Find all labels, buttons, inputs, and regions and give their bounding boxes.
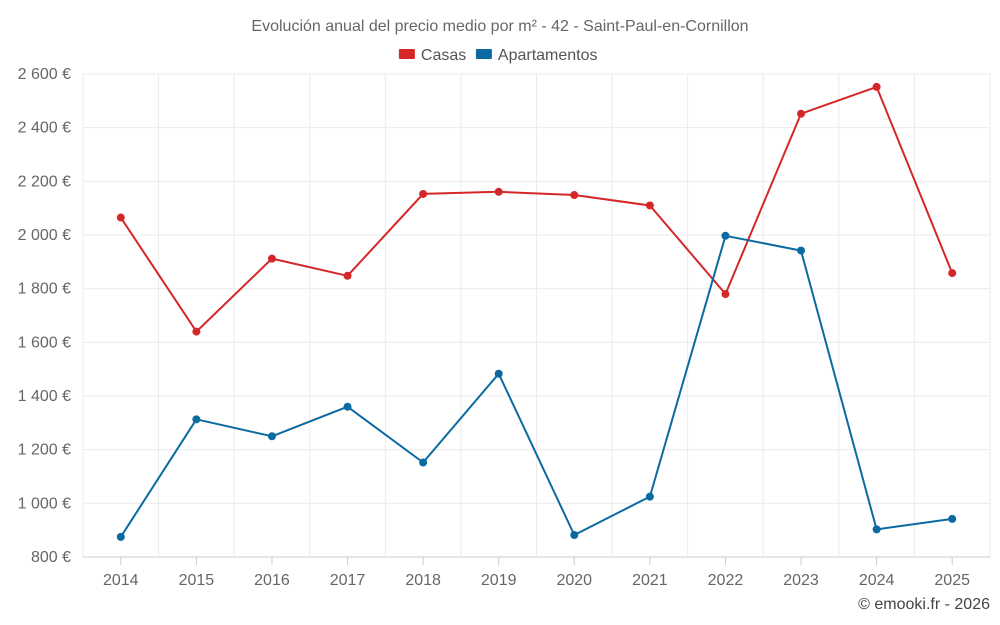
y-tick-label: 2 600 € xyxy=(18,66,71,83)
series-line-apartamentos xyxy=(119,234,953,538)
y-tick-label: 1 200 € xyxy=(18,442,71,459)
y-tick-label: 1 000 € xyxy=(18,495,71,512)
legend: Casas Apartamentos xyxy=(398,47,598,64)
legend-item-apartamentos[interactable]: Apartamentos xyxy=(475,47,598,64)
x-tick-label: 2022 xyxy=(708,572,744,589)
y-tick-label: 2 000 € xyxy=(18,227,71,244)
legend-item-casas[interactable]: Casas xyxy=(398,47,466,64)
legend-swatch xyxy=(398,49,415,59)
data-point[interactable] xyxy=(645,201,654,210)
series-apartamentos xyxy=(116,231,957,541)
data-point[interactable] xyxy=(494,369,503,378)
data-point[interactable] xyxy=(872,525,881,534)
data-point[interactable] xyxy=(570,191,579,200)
data-point[interactable] xyxy=(645,492,654,501)
x-tick-label: 2023 xyxy=(783,572,819,589)
legend-label: Casas xyxy=(421,47,466,64)
series-casas xyxy=(116,82,957,336)
y-axis: 800 € 1 000 € 1 200 € 1 400 € 1 600 € 1 800 €… xyxy=(18,66,71,566)
data-point[interactable] xyxy=(948,269,957,278)
x-tick-label: 2021 xyxy=(632,572,668,589)
x-tick-label: 2020 xyxy=(556,572,592,589)
y-tick-label: 2 200 € xyxy=(18,173,71,190)
data-point[interactable] xyxy=(116,213,125,222)
data-point[interactable] xyxy=(419,458,428,467)
series-line-casas xyxy=(119,85,954,333)
data-point[interactable] xyxy=(948,514,957,523)
data-point[interactable] xyxy=(872,82,881,91)
y-tick-label: 2 400 € xyxy=(18,120,71,137)
x-tick-label: 2014 xyxy=(103,572,139,589)
x-tick-label: 2025 xyxy=(934,572,970,589)
data-point[interactable] xyxy=(116,532,125,541)
x-tick-label: 2016 xyxy=(254,572,290,589)
series-layer xyxy=(116,82,957,541)
grid xyxy=(82,73,991,558)
x-tick-label: 2017 xyxy=(330,572,366,589)
data-point[interactable] xyxy=(267,254,276,263)
data-point[interactable] xyxy=(494,187,503,196)
x-tick-label: 2024 xyxy=(859,572,895,589)
y-tick-label: 1 400 € xyxy=(18,388,71,405)
data-point[interactable] xyxy=(267,432,276,441)
legend-swatch xyxy=(475,49,492,59)
x-tick-label: 2019 xyxy=(481,572,517,589)
data-point[interactable] xyxy=(721,290,730,299)
legend-label: Apartamentos xyxy=(498,47,598,64)
x-tick-label: 2018 xyxy=(405,572,441,589)
data-point[interactable] xyxy=(419,189,428,198)
data-point[interactable] xyxy=(192,327,201,336)
y-tick-label: 1 600 € xyxy=(18,334,71,351)
data-point[interactable] xyxy=(797,109,806,118)
credit-text: © emooki.fr - 2026 xyxy=(858,596,990,613)
data-point[interactable] xyxy=(570,530,579,539)
data-point[interactable] xyxy=(721,231,730,240)
data-point[interactable] xyxy=(797,246,806,255)
x-tick-label: 2015 xyxy=(179,572,215,589)
x-axis: 2014 2015 2016 2017 2018 2019 2020 2021 2022 2023… xyxy=(103,557,970,589)
data-point[interactable] xyxy=(343,271,352,280)
y-tick-label: 1 800 € xyxy=(18,281,71,298)
chart-title: Evolución anual del precio medio por m² … xyxy=(251,18,748,35)
y-tick-label: 800 € xyxy=(31,549,71,566)
data-point[interactable] xyxy=(343,402,352,411)
data-point[interactable] xyxy=(192,415,201,424)
